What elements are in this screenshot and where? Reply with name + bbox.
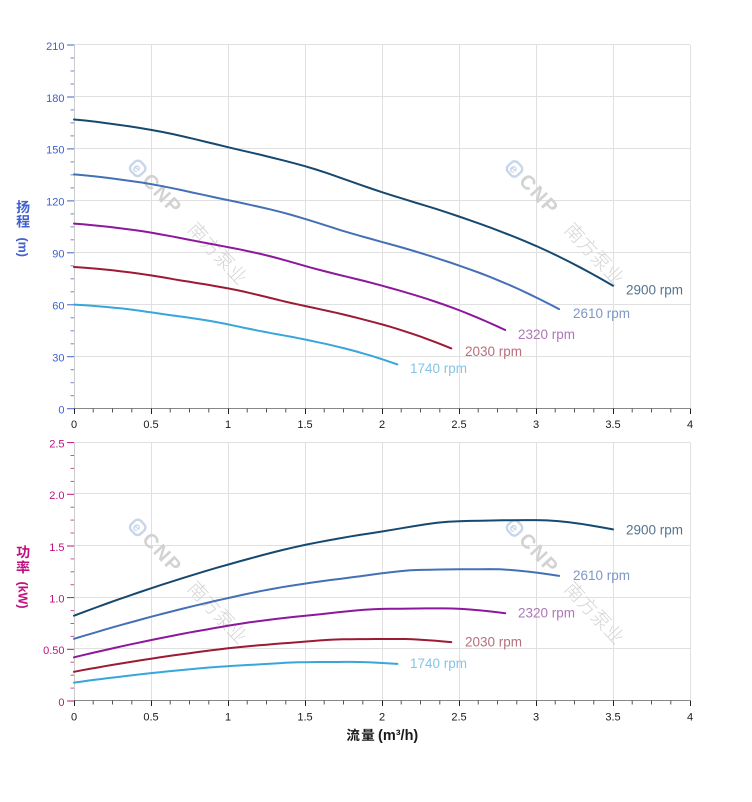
svg-text:2030 rpm: 2030 rpm <box>465 634 522 649</box>
svg-text:3.5: 3.5 <box>605 711 620 723</box>
svg-text:(m): (m) <box>16 237 30 256</box>
svg-text:2610 rpm: 2610 rpm <box>573 568 630 583</box>
svg-text:1.5: 1.5 <box>297 711 312 723</box>
svg-text:1.5: 1.5 <box>49 542 64 554</box>
svg-text:180: 180 <box>46 93 64 105</box>
svg-text:2610 rpm: 2610 rpm <box>573 306 630 321</box>
svg-text:2.0: 2.0 <box>49 490 64 502</box>
svg-text:4: 4 <box>687 711 693 723</box>
svg-text:2.5: 2.5 <box>49 438 64 450</box>
svg-text:2320 rpm: 2320 rpm <box>518 605 575 620</box>
svg-text:2900 rpm: 2900 rpm <box>626 282 683 297</box>
svg-text:1: 1 <box>225 419 231 431</box>
svg-text:2.5: 2.5 <box>451 711 466 723</box>
svg-text:0: 0 <box>71 711 77 723</box>
svg-text:3: 3 <box>533 711 539 723</box>
svg-text:2: 2 <box>379 711 385 723</box>
svg-text:2320 rpm: 2320 rpm <box>518 327 575 342</box>
svg-text:60: 60 <box>52 301 64 313</box>
svg-text:1740 rpm: 1740 rpm <box>410 656 467 671</box>
svg-text:120: 120 <box>46 197 64 209</box>
svg-text:1.5: 1.5 <box>297 419 312 431</box>
svg-text:0: 0 <box>58 697 64 709</box>
svg-text:1.0: 1.0 <box>49 593 64 605</box>
svg-text:(kW): (kW) <box>16 581 30 608</box>
svg-text:3.5: 3.5 <box>605 419 620 431</box>
svg-text:0.5: 0.5 <box>143 419 158 431</box>
svg-text:0.5: 0.5 <box>143 711 158 723</box>
svg-text:1: 1 <box>225 711 231 723</box>
svg-text:210: 210 <box>46 41 64 53</box>
svg-text:0.50: 0.50 <box>43 645 64 657</box>
svg-text:0: 0 <box>58 405 64 417</box>
svg-text:30: 30 <box>52 353 64 365</box>
svg-text:3: 3 <box>533 419 539 431</box>
svg-text:2030 rpm: 2030 rpm <box>465 344 522 359</box>
svg-text:2: 2 <box>379 419 385 431</box>
svg-text:90: 90 <box>52 249 64 261</box>
svg-text:4: 4 <box>687 419 693 431</box>
svg-text:150: 150 <box>46 145 64 157</box>
svg-text:2900 rpm: 2900 rpm <box>626 523 683 538</box>
svg-text:2.5: 2.5 <box>451 419 466 431</box>
svg-text:1740 rpm: 1740 rpm <box>410 361 467 376</box>
svg-text:(m³/h): (m³/h) <box>378 728 418 744</box>
svg-text:0: 0 <box>71 419 77 431</box>
